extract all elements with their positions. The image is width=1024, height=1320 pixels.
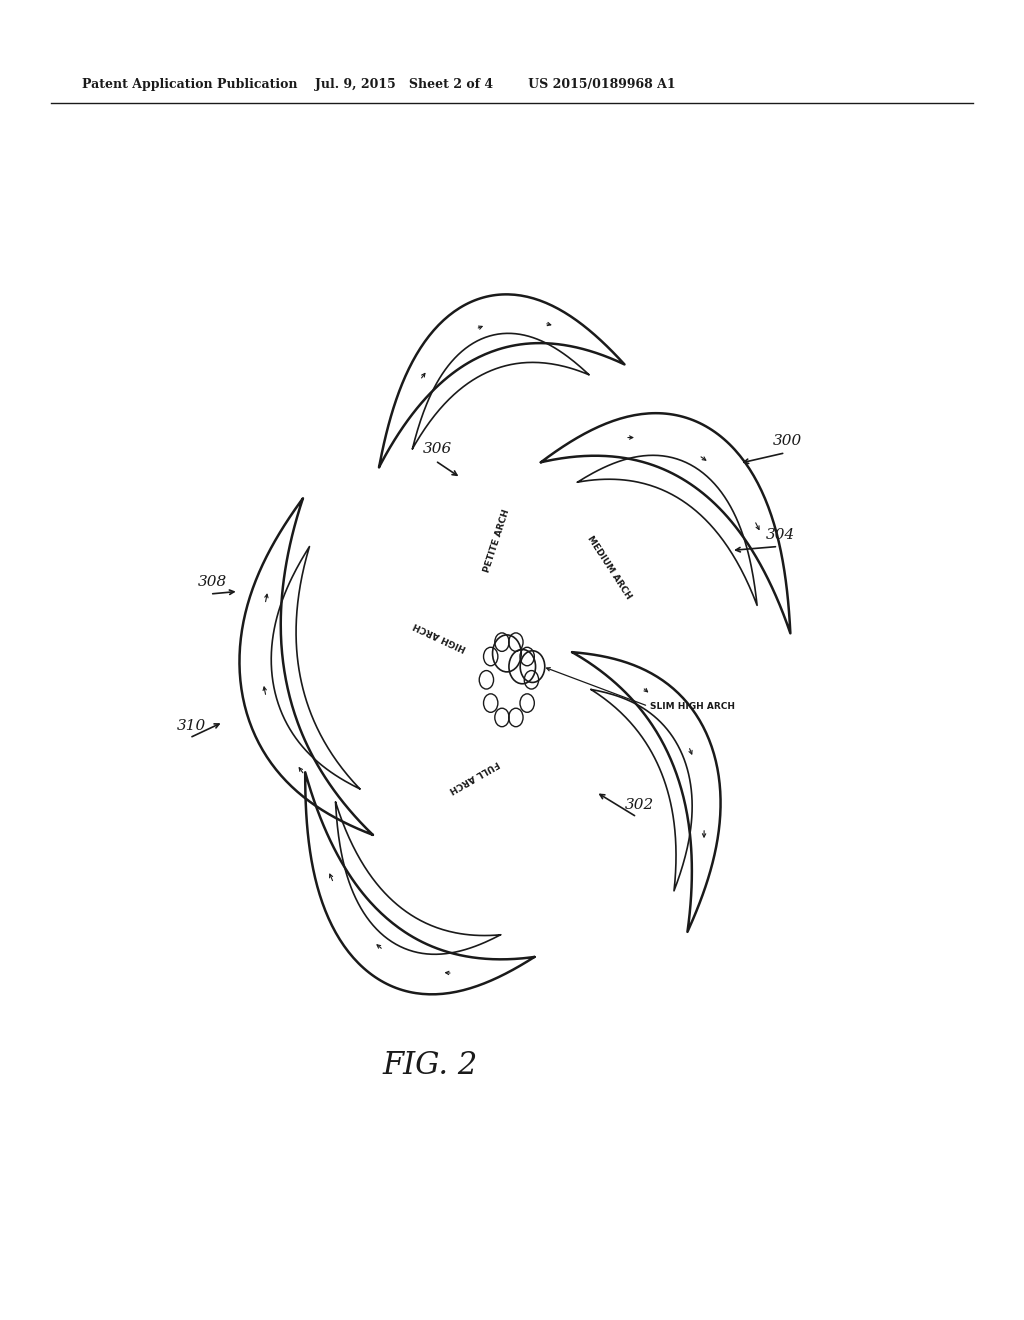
Text: 306: 306 [423,442,453,455]
Text: 308: 308 [198,576,227,589]
Text: 310: 310 [177,719,207,733]
Text: FULL ARCH: FULL ARCH [447,758,501,795]
Text: 302: 302 [625,799,654,812]
Text: Patent Application Publication    Jul. 9, 2015   Sheet 2 of 4        US 2015/018: Patent Application Publication Jul. 9, 2… [82,78,676,91]
Text: SLIM HIGH ARCH: SLIM HIGH ARCH [650,702,735,710]
Text: FIG. 2: FIG. 2 [382,1049,478,1081]
Text: PETITE ARCH: PETITE ARCH [482,508,511,574]
Text: HIGH ARCH: HIGH ARCH [413,620,468,652]
Text: 300: 300 [773,434,803,447]
Text: 304: 304 [766,528,796,541]
Text: MEDIUM ARCH: MEDIUM ARCH [586,535,633,601]
